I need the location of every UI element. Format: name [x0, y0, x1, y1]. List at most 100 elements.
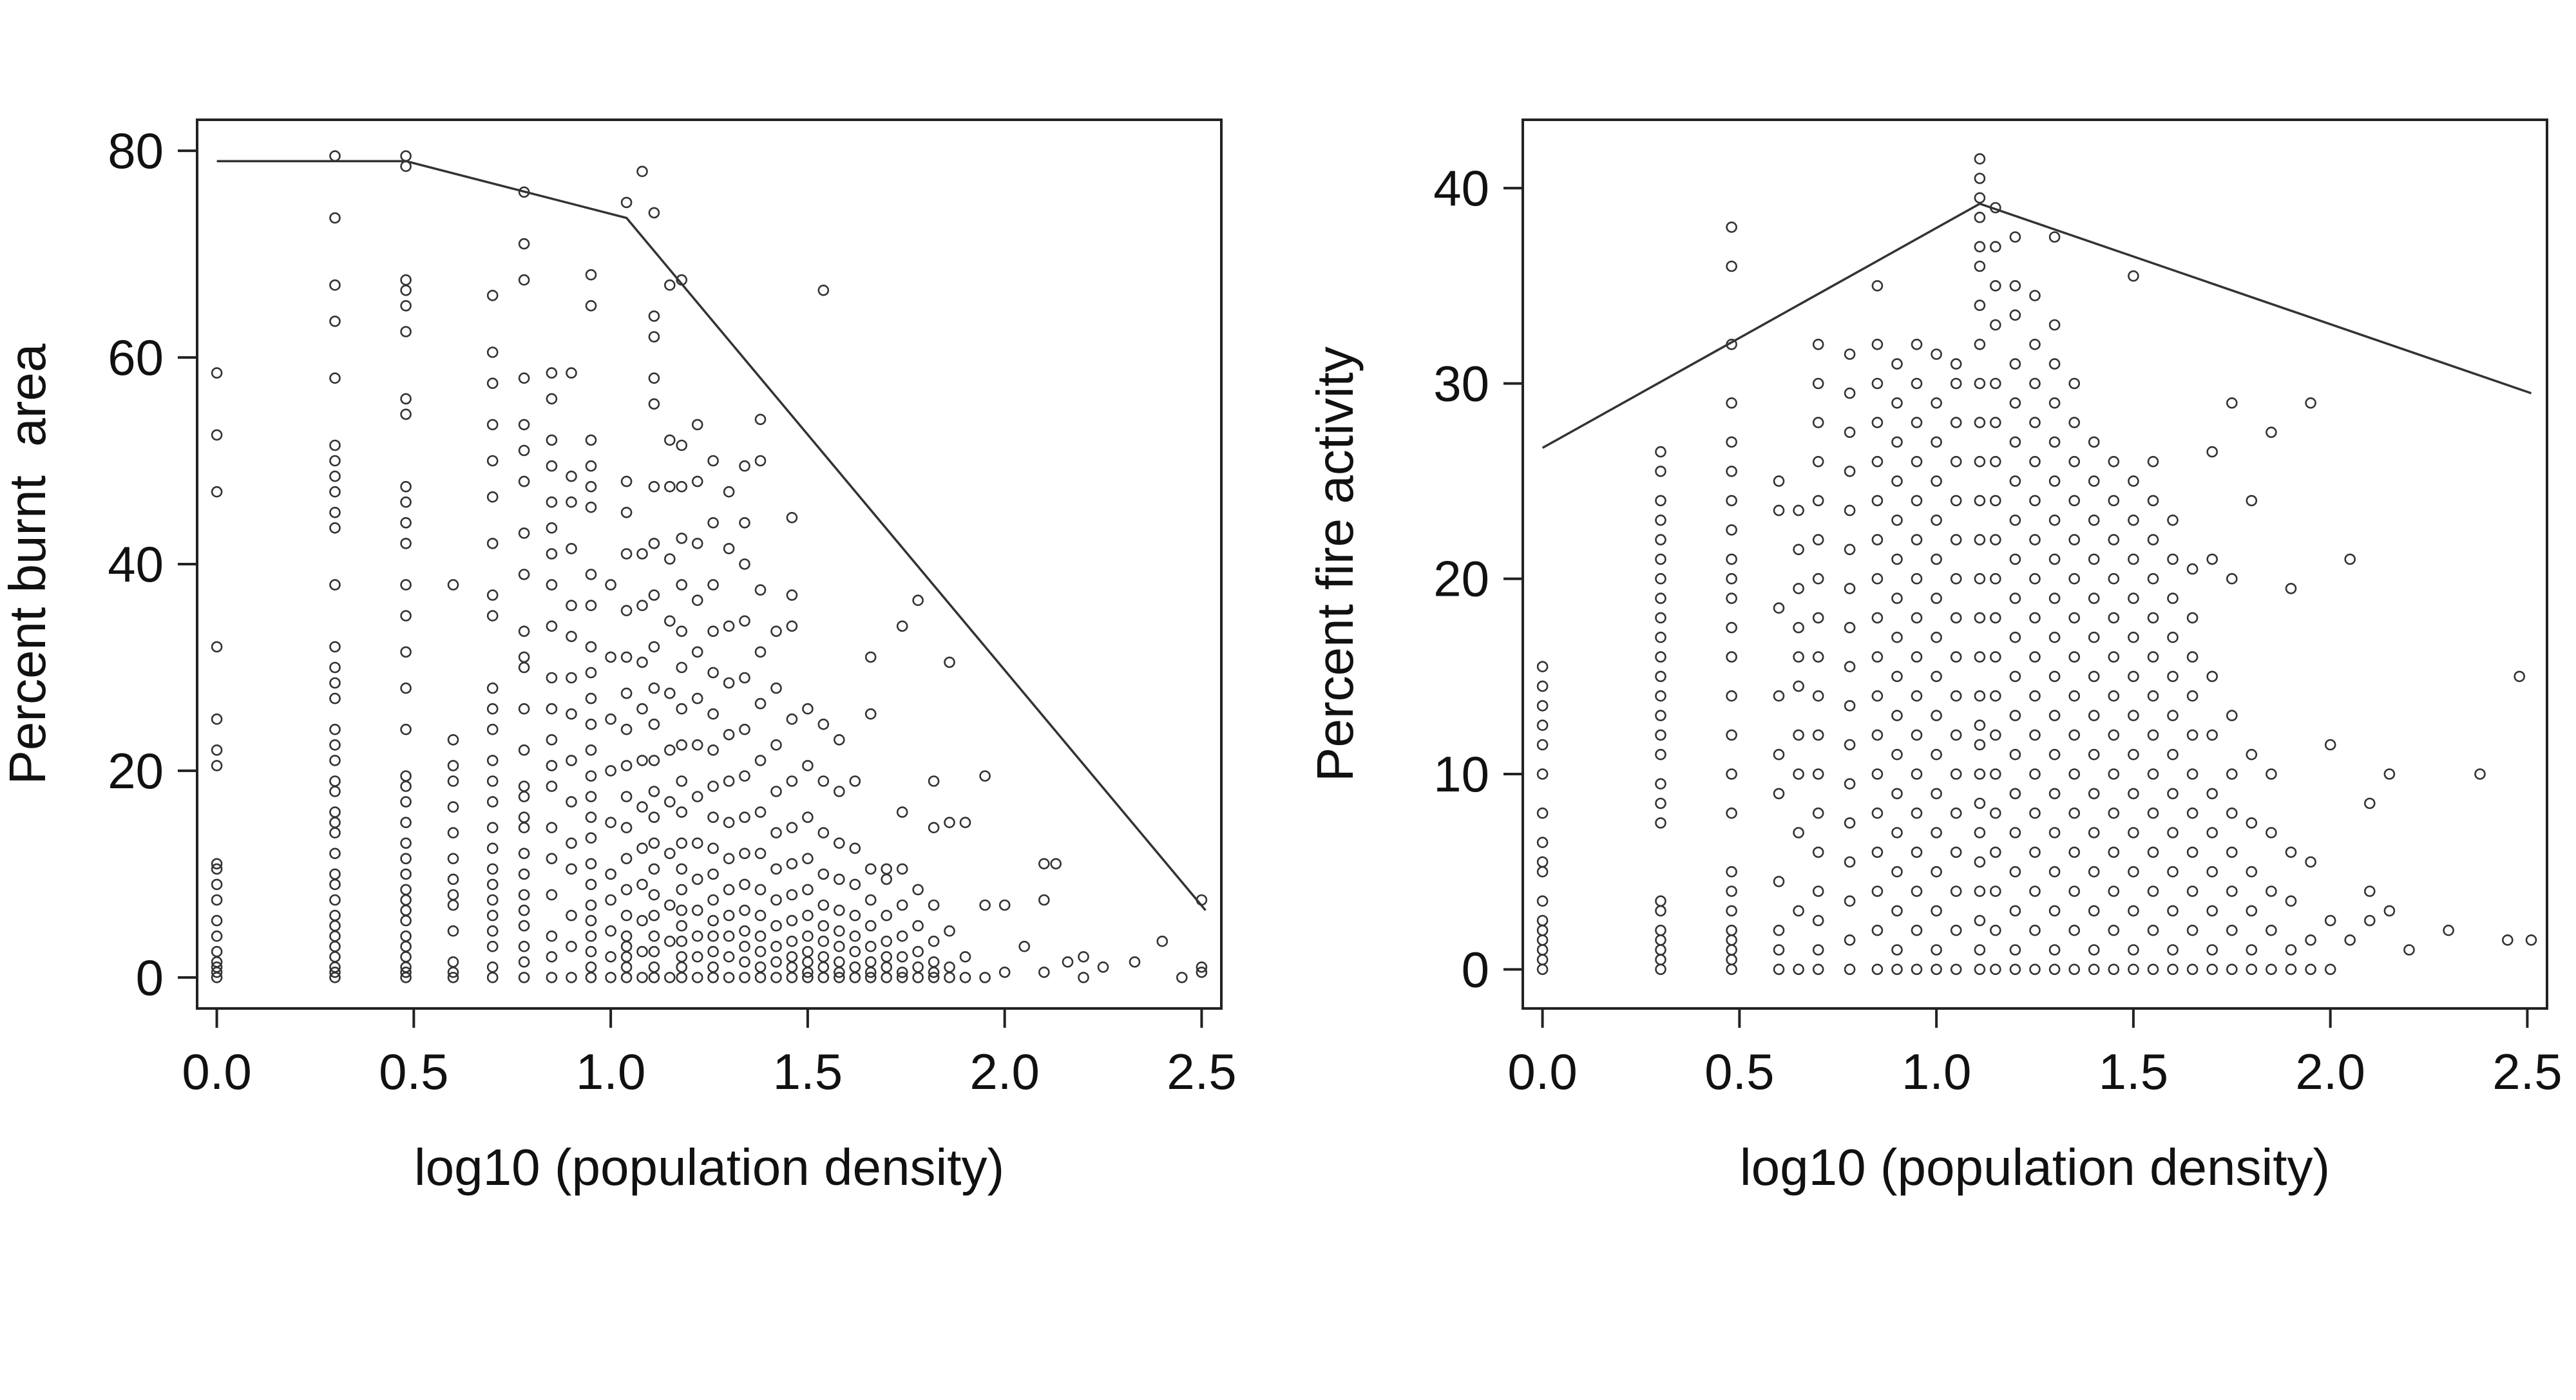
- data-point: [1950, 495, 1962, 507]
- data-point: [2029, 651, 2041, 663]
- data-point: [2324, 739, 2336, 751]
- data-point: [1655, 778, 1666, 790]
- data-point: [2068, 846, 2080, 858]
- data-point: [1655, 954, 1666, 965]
- data-point: [2068, 612, 2080, 624]
- data-point: [329, 150, 341, 162]
- data-point: [1726, 553, 1737, 565]
- data-point: [1726, 466, 1737, 477]
- data-point: [1844, 963, 1856, 976]
- data-point: [1950, 417, 1962, 428]
- data-point: [546, 734, 558, 746]
- data-point: [707, 744, 719, 756]
- data-point: [1793, 621, 1804, 634]
- data-point: [723, 543, 735, 554]
- data-point: [486, 940, 499, 952]
- data-point: [2443, 924, 2454, 936]
- data-point: [1844, 426, 1856, 439]
- data-point: [676, 439, 687, 451]
- data-point: [2266, 885, 2277, 897]
- data-point: [1871, 534, 1884, 545]
- data-point: [518, 444, 530, 457]
- data-point: [1974, 455, 1986, 468]
- data-point: [834, 734, 845, 746]
- data-point: [912, 945, 924, 958]
- data-point: [849, 930, 861, 942]
- data-point: [739, 723, 750, 735]
- data-point: [786, 620, 798, 632]
- data-point: [636, 656, 648, 668]
- data-point: [1891, 827, 1903, 838]
- data-point: [802, 909, 814, 922]
- data-point: [959, 817, 971, 828]
- data-point: [329, 372, 341, 384]
- data-point: [664, 687, 676, 699]
- data-point: [2305, 963, 2316, 976]
- data-point: [2226, 846, 2238, 858]
- y-tick-label: 40: [108, 536, 164, 592]
- data-point: [1536, 661, 1549, 672]
- data-point: [211, 945, 223, 958]
- data-point: [518, 475, 530, 487]
- data-point: [605, 894, 616, 906]
- data-point: [1726, 807, 1737, 819]
- data-point: [676, 703, 687, 715]
- data-point: [2048, 905, 2061, 917]
- data-point: [1062, 956, 1074, 968]
- data-point: [2048, 963, 2061, 976]
- scatter-points: [211, 150, 1208, 983]
- data-point: [486, 491, 499, 503]
- data-point: [1990, 377, 2001, 390]
- data-point: [1196, 961, 1208, 973]
- data-point: [585, 667, 597, 679]
- data-point: [817, 775, 830, 787]
- data-point: [447, 956, 459, 968]
- data-point: [486, 961, 499, 973]
- data-point: [2186, 924, 2199, 936]
- data-point: [2128, 866, 2139, 878]
- data-point: [447, 827, 459, 838]
- data-point: [329, 817, 341, 828]
- plot-frame: [1522, 118, 2548, 1010]
- data-point: [754, 697, 767, 710]
- data-point: [2009, 963, 2021, 976]
- data-point: [959, 972, 971, 983]
- data-point: [2147, 690, 2159, 702]
- data-point: [1773, 963, 1785, 976]
- data-point: [896, 899, 908, 911]
- data-point: [1891, 670, 1903, 683]
- data-point: [486, 610, 499, 622]
- data-point: [707, 455, 719, 467]
- data-point: [1974, 338, 1986, 350]
- data-point: [566, 543, 577, 554]
- x-tick-label: 0.5: [379, 1043, 448, 1100]
- data-point: [817, 899, 830, 911]
- data-point: [1726, 944, 1737, 956]
- data-point: [1871, 807, 1884, 819]
- data-point: [585, 569, 597, 580]
- data-point: [1990, 572, 2001, 585]
- data-point: [2029, 572, 2041, 585]
- data-point: [2029, 338, 2041, 350]
- data-point: [2029, 417, 2041, 428]
- data-point: [566, 708, 577, 720]
- data-point: [786, 972, 798, 983]
- data-point: [802, 703, 814, 715]
- data-point: [566, 630, 577, 643]
- data-point: [400, 904, 412, 916]
- data-point: [676, 951, 687, 963]
- data-point: [211, 914, 223, 927]
- data-point: [1911, 455, 1923, 468]
- data-point: [2128, 710, 2139, 721]
- data-point: [1655, 534, 1666, 545]
- data-point: [1844, 621, 1856, 634]
- data-point: [1911, 534, 1923, 545]
- data-point: [1911, 885, 1923, 897]
- data-point: [849, 945, 861, 958]
- data-point: [1950, 455, 1962, 468]
- data-point: [620, 791, 633, 802]
- data-point: [605, 868, 616, 880]
- data-point: [1871, 495, 1884, 507]
- data-point: [400, 538, 412, 549]
- data-point: [912, 920, 924, 932]
